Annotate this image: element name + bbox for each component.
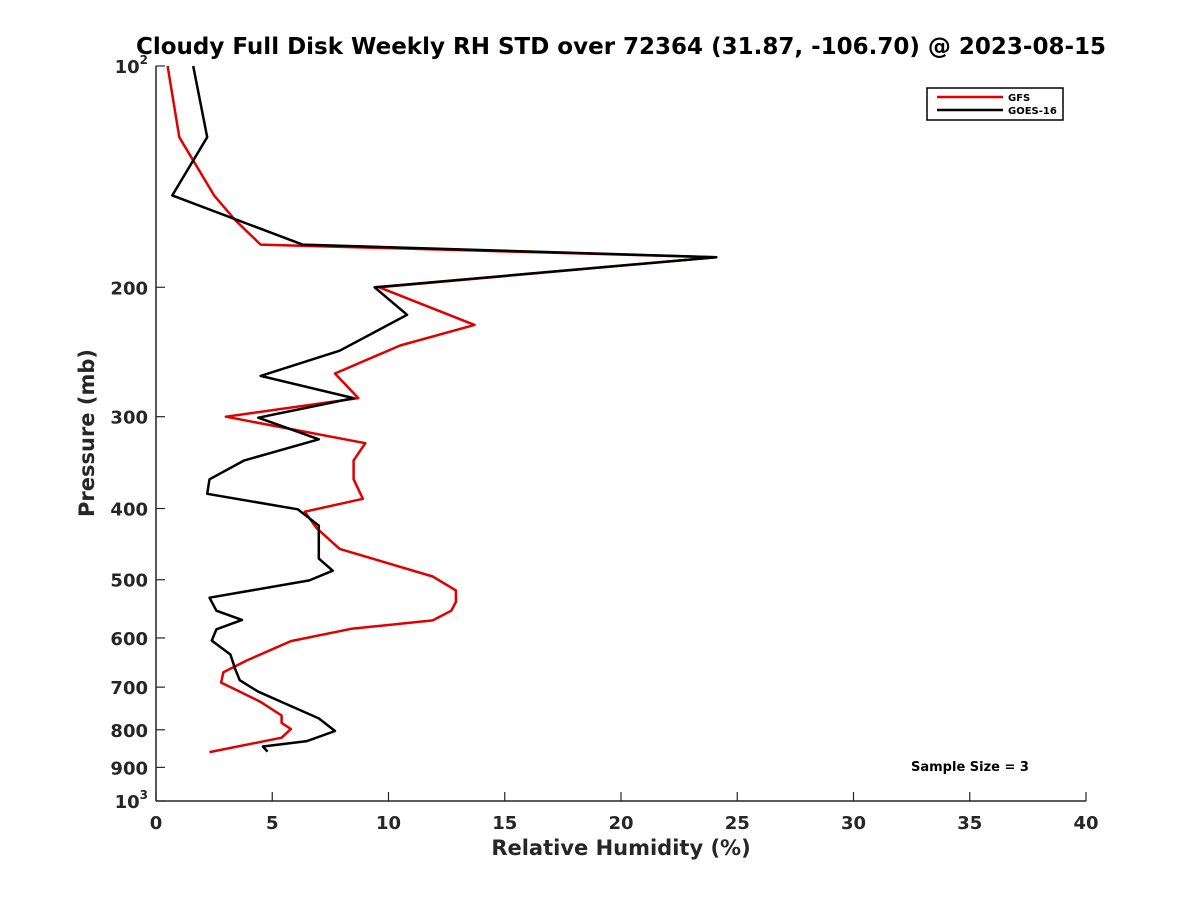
y-tick-label: 400: [110, 500, 148, 521]
y-tick-exponent: 2: [140, 53, 148, 67]
x-tick-label: 5: [266, 813, 279, 834]
x-tick-label: 30: [841, 813, 866, 834]
y-tick-label: 600: [110, 629, 148, 650]
legend-label-goes16: GOES-16: [1008, 106, 1057, 117]
y-tick-label: 800: [110, 721, 148, 742]
plot-area: [155, 66, 1086, 802]
x-axis-label: Relative Humidity (%): [491, 836, 750, 860]
x-tick-label: 40: [1073, 813, 1098, 834]
x-tick-label: 10: [376, 813, 401, 834]
legend-label-gfs: GFS: [1008, 93, 1030, 104]
chart-title: Cloudy Full Disk Weekly RH STD over 7236…: [136, 34, 1106, 60]
y-tick-label: 103: [115, 788, 148, 813]
x-tick-label: 20: [608, 813, 633, 834]
y-tick-base: 10: [115, 792, 140, 813]
y-tick-label: 300: [110, 408, 148, 429]
x-tick-label: 15: [492, 813, 517, 834]
legend: GFS GOES-16: [926, 87, 1064, 121]
x-tick-label: 35: [957, 813, 982, 834]
series-layer: [166, 65, 718, 754]
y-tick-label: 900: [110, 758, 148, 779]
y-tick-label: 200: [110, 278, 148, 299]
x-tick-label: 25: [725, 813, 750, 834]
x-ticks: 0 5 10 15 20 25 30 35 40: [150, 792, 1099, 834]
x-tick-label: 0: [150, 813, 163, 834]
legend-box: [926, 87, 1064, 121]
y-tick-label: 700: [110, 678, 148, 699]
y-tick-exponent: 3: [140, 788, 148, 802]
y-tick-label: 102: [115, 53, 148, 78]
y-tick-base: 10: [115, 57, 140, 78]
sample-size-annotation: Sample Size = 3: [911, 760, 1029, 775]
series-line-gfs: [166, 65, 718, 754]
y-axis-label: Pressure (mb): [75, 349, 99, 517]
series-line-goes16: [171, 65, 718, 753]
y-tick-label: 500: [110, 571, 148, 592]
